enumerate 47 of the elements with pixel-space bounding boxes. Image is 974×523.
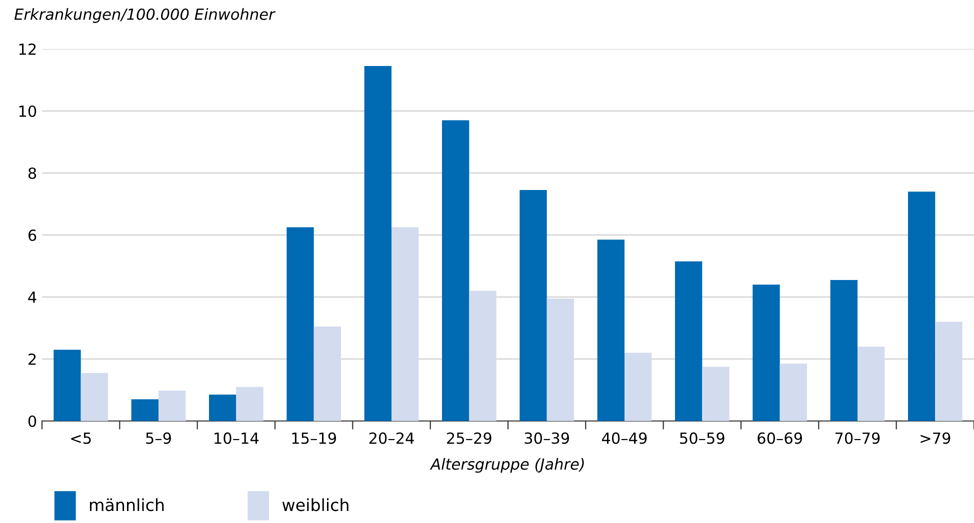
bar	[908, 192, 936, 421]
bar	[830, 280, 858, 421]
bar	[158, 390, 186, 421]
bar	[624, 352, 652, 421]
legend-label: männlich	[90, 498, 164, 512]
bar	[131, 399, 158, 421]
bar	[546, 298, 574, 421]
bar	[469, 290, 496, 421]
y-tick-label: 12	[19, 43, 36, 55]
x-tick-label: 30–39	[524, 432, 570, 444]
x-tick-label: 5–9	[146, 432, 171, 444]
x-tick-label: 15–19	[292, 432, 336, 444]
x-tick-label: 10–14	[214, 432, 259, 444]
x-tick-label: 25–29	[447, 432, 492, 444]
bar	[674, 261, 702, 421]
x-axis-title: Altersgruppe (Jahre)	[430, 458, 584, 473]
x-tick-label: 20–24	[369, 432, 414, 444]
bar	[80, 372, 108, 421]
y-axis-title: Erkrankungen/100.000 Einwohner	[14, 8, 276, 23]
bar	[286, 227, 314, 421]
bar	[314, 326, 342, 421]
bar	[780, 364, 808, 421]
bar	[520, 190, 547, 421]
y-tick-label: 4	[28, 292, 36, 303]
y-tick-label: 10	[19, 105, 36, 118]
bar	[364, 66, 392, 421]
x-tick-label: 40–49	[602, 432, 647, 444]
y-tick-label: 0	[28, 415, 36, 428]
x-tick-label: 60–69	[758, 432, 802, 444]
bar	[858, 346, 885, 421]
y-tick-label: 2	[28, 353, 36, 365]
bar	[392, 227, 419, 421]
bar	[442, 120, 470, 421]
bar	[935, 322, 962, 421]
bar	[752, 284, 780, 421]
bar	[54, 350, 81, 421]
x-tick-label: <5	[71, 432, 91, 444]
bar	[236, 386, 264, 421]
y-tick-label: 8	[28, 167, 36, 180]
x-tick-label: 50–59	[680, 432, 724, 444]
y-tick-label: 6	[28, 229, 36, 242]
x-tick-label: 70–79	[835, 432, 880, 444]
legend-label: weiblich	[282, 498, 348, 512]
bar	[702, 366, 730, 421]
x-tick-label: >79	[920, 432, 950, 444]
bar	[208, 394, 236, 421]
bar	[597, 240, 624, 421]
